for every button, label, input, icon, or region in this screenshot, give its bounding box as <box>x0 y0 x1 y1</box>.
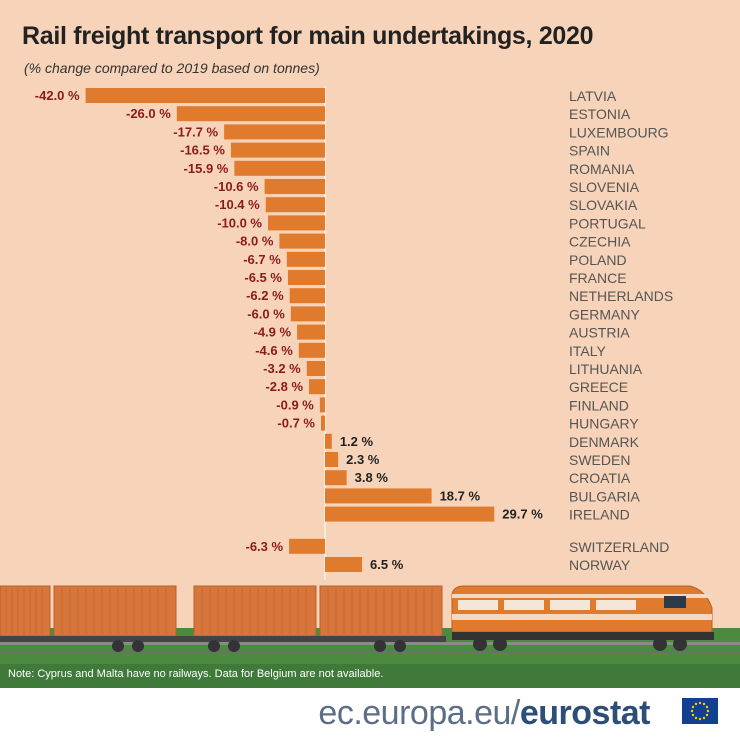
category-label-slovenia: SLOVENIA <box>569 179 640 195</box>
bar-switzerland <box>289 538 325 554</box>
bar-ireland <box>325 506 495 522</box>
bar-chart: -42.0 % LATVIA -26.0 % ESTONIA -17.7 % LUXEMB… <box>35 86 673 580</box>
value-label-lithuania: -3.2 % <box>263 361 301 376</box>
category-label-italy: ITALY <box>569 343 606 359</box>
bar-norway <box>325 557 363 572</box>
locomotive <box>451 585 714 651</box>
bar-croatia <box>325 470 347 486</box>
category-label-ireland: IRELAND <box>569 507 630 523</box>
category-label-netherlands: NETHERLANDS <box>569 288 673 304</box>
value-label-bulgaria: 18.7 % <box>440 488 481 503</box>
category-label-luxembourg: LUXEMBOURG <box>569 124 669 140</box>
value-label-italy: -4.6 % <box>255 343 293 358</box>
value-label-germany: -6.0 % <box>247 306 285 321</box>
value-label-switzerland: -6.3 % <box>246 539 284 554</box>
bar-denmark <box>325 433 332 449</box>
bar-slovakia <box>265 197 325 213</box>
value-label-portugal: -10.0 % <box>217 215 262 230</box>
category-label-greece: GREECE <box>569 379 628 395</box>
bar-sweden <box>325 452 339 467</box>
value-label-poland: -6.7 % <box>243 252 281 267</box>
bar-france <box>287 270 325 285</box>
value-label-finland: -0.9 % <box>276 397 314 412</box>
value-label-denmark: 1.2 % <box>340 434 374 449</box>
brand-name: eurostat <box>519 694 651 732</box>
bar-bulgaria <box>325 488 432 504</box>
chart-subtitle: (% change compared to 2019 based on tonn… <box>24 60 320 76</box>
value-label-ireland: 29.7 % <box>502 507 543 522</box>
category-label-sweden: SWEDEN <box>569 452 630 468</box>
value-label-netherlands: -6.2 % <box>246 288 284 303</box>
note-bar: Note: Cyprus and Malta have no railways.… <box>0 664 740 688</box>
category-label-latvia: LATVIA <box>569 88 617 104</box>
bar-spain <box>230 142 325 158</box>
category-label-romania: ROMANIA <box>569 161 635 177</box>
value-label-austria: -4.9 % <box>253 325 291 340</box>
bar-netherlands <box>289 288 325 304</box>
bar-austria <box>297 324 325 340</box>
category-label-hungary: HUNGARY <box>569 416 639 432</box>
category-label-austria: AUSTRIA <box>569 325 630 341</box>
category-label-france: FRANCE <box>569 270 627 286</box>
category-label-spain: SPAIN <box>569 143 610 159</box>
category-label-poland: POLAND <box>569 252 627 268</box>
category-label-denmark: DENMARK <box>569 434 640 450</box>
value-label-czechia: -8.0 % <box>236 234 274 249</box>
chart-title: Rail freight transport for main undertak… <box>22 22 594 50</box>
bar-portugal <box>268 215 325 231</box>
site-url: ec.europa.eu/ <box>318 694 520 732</box>
bar-italy <box>298 342 325 358</box>
value-label-croatia: 3.8 % <box>355 470 389 485</box>
footnote: Note: Cyprus and Malta have no railways.… <box>8 668 384 680</box>
category-label-switzerland: SWITZERLAND <box>569 539 669 555</box>
value-label-luxembourg: -17.7 % <box>173 124 218 139</box>
value-label-hungary: -0.7 % <box>277 416 315 431</box>
category-label-norway: NORWAY <box>569 557 631 573</box>
bar-czechia <box>279 233 325 249</box>
bar-luxembourg <box>224 124 325 140</box>
bar-lithuania <box>306 361 325 376</box>
value-label-estonia: -26.0 % <box>126 106 171 121</box>
freight-train-illustration <box>0 585 740 664</box>
bar-estonia <box>176 106 325 122</box>
category-label-slovakia: SLOVAKIA <box>569 197 638 213</box>
eurostat-wordmark[interactable]: ec.europa.eu/eurostat <box>318 694 650 733</box>
eu-flag-icon <box>682 698 718 724</box>
bar-greece <box>309 379 325 395</box>
category-label-croatia: CROATIA <box>569 470 631 486</box>
bar-germany <box>290 306 325 322</box>
value-label-greece: -2.8 % <box>265 379 303 394</box>
value-label-latvia: -42.0 % <box>35 88 80 103</box>
bar-poland <box>286 251 325 267</box>
value-label-slovenia: -10.6 % <box>214 179 259 194</box>
category-label-estonia: ESTONIA <box>569 106 631 122</box>
category-label-bulgaria: BULGARIA <box>569 488 640 504</box>
bar-hungary <box>321 415 325 431</box>
value-label-romania: -15.9 % <box>184 161 229 176</box>
category-label-finland: FINLAND <box>569 397 629 413</box>
value-label-norway: 6.5 % <box>370 557 404 572</box>
value-label-sweden: 2.3 % <box>346 452 380 467</box>
bar-latvia <box>85 88 325 103</box>
value-label-france: -6.5 % <box>244 270 282 285</box>
value-label-slovakia: -10.4 % <box>215 197 260 212</box>
footer: ec.europa.eu/eurostat <box>0 688 740 740</box>
bar-finland <box>319 397 325 413</box>
category-label-portugal: PORTUGAL <box>569 215 646 231</box>
category-label-czechia: CZECHIA <box>569 234 631 250</box>
category-label-lithuania: LITHUANIA <box>569 361 643 377</box>
bar-slovenia <box>264 179 325 194</box>
bar-romania <box>234 160 325 176</box>
value-label-spain: -16.5 % <box>180 143 225 158</box>
category-label-germany: GERMANY <box>569 306 640 322</box>
